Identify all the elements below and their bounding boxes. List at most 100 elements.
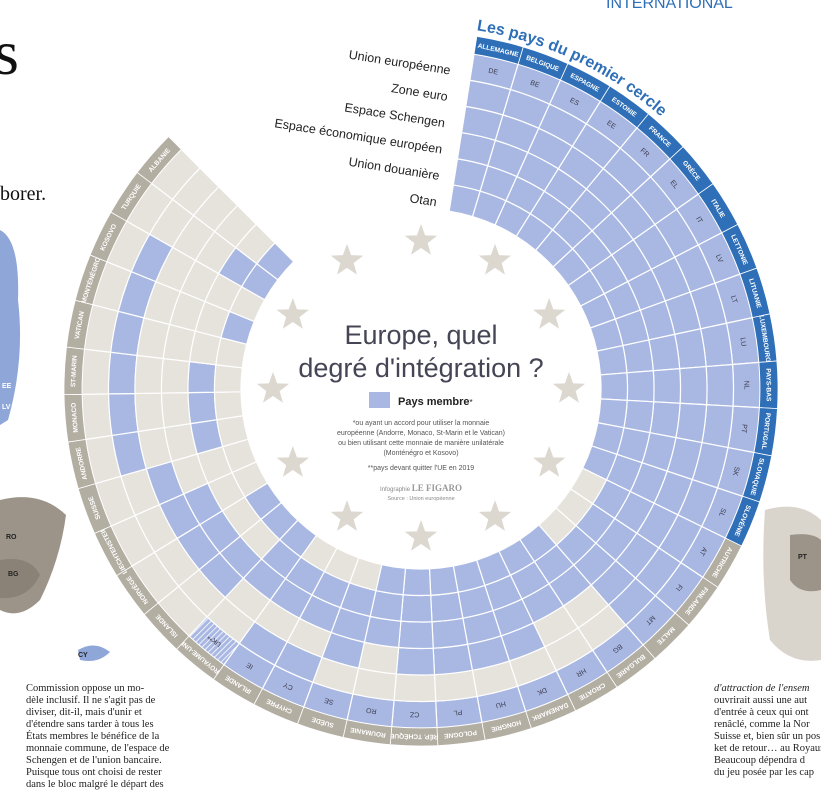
membership-cell [599,372,629,401]
membership-cell [432,643,474,676]
text-line: Commission oppose un mo- [26,683,145,694]
text-fragment: borer. [0,183,47,205]
country-label: ST-MARIN [70,355,79,387]
membership-cell [393,673,437,703]
text-line: d'attraction de l'ensem [714,683,810,694]
empty-sector [168,31,477,262]
country-code: AT [697,546,708,557]
country-code: EE [605,120,617,131]
star-icon [533,298,566,329]
membership-cell [626,370,655,403]
country-label: RÉP. TCHÈQUE [389,732,438,742]
country-code: ES [568,97,580,108]
star-icon [404,224,438,255]
text-line: monnaie commune, de l'espace de [26,743,170,754]
membership-cell [623,399,655,434]
chart-title: Europe, quel [344,320,497,350]
membership-cell [107,392,139,437]
country-code: SL [717,507,727,518]
membership-cell [622,339,654,374]
eu-stars [241,209,601,569]
star-icon [256,372,290,403]
membership-cell [213,391,244,421]
country-code: BE [529,80,541,90]
chart-title: degré d'intégration ? [298,353,543,383]
star-icon [533,446,566,477]
country-code: SE [323,696,334,705]
text-line: Suisse et, bien sûr un pos [714,731,821,742]
membership-cell [428,565,459,596]
membership-cell [705,363,735,407]
star-icon [330,243,364,275]
membership-cell [679,365,708,406]
text-line: du jeu posée par les cap [714,767,815,778]
country-band-segment [136,135,182,184]
membership-cell [395,646,436,676]
country-label: PORTUGAL [760,412,771,450]
text-line: ouvrirait aussi une aut [714,695,808,706]
country-label: PAYS-BAS [764,368,771,402]
text-line: diviser, dit-il, mais d'unir et [26,707,142,718]
headline-fragment: s [0,17,19,88]
membership-cell [81,393,113,441]
country-label: MONACO [70,402,79,433]
text-line: d'étendre sans tarder à tous les [26,719,154,730]
text-line: renâclé, comme la Nor [714,719,810,730]
footnote: ou bien utilisant cette monnaie de maniè… [338,440,504,447]
country-label: POLOGNE [443,728,477,739]
country-code: HU [495,699,507,708]
membership-cell [213,364,243,393]
membership-cell [402,567,432,597]
text-line: Puisque tous ont choisi de rester [26,767,162,778]
membership-cell [652,367,682,404]
ring-label: Otan [409,191,438,209]
country-code: NL [742,381,749,390]
country-code: LU [738,337,746,347]
center-disc [241,209,601,569]
map-label: PT [798,554,808,561]
membership-cell [160,392,192,429]
membership-cell [107,351,138,395]
map-label: BG [8,571,19,578]
map-label: EE [2,383,12,390]
map-label: CY [78,652,88,659]
text-line: Beaucoup dépendra d [714,755,805,766]
footnote: **pays devant quitter l'UE en 2019 [368,465,475,472]
text-line: Schengen et de l'union bancaire. [26,755,162,766]
membership-cell [134,392,166,433]
page-labels: INTERNATIONAL EE LV RO BG CY PT [2,0,808,659]
text-line: dèle inclusif. Il ne s'agit pas de [26,695,156,706]
membership-cell [648,333,681,372]
membership-cell [433,669,478,702]
membership-cell [134,354,164,395]
star-icon [276,446,309,477]
map-label: LV [2,404,11,411]
source-line: Source : Union européenne [387,496,454,502]
country-code: PT [739,424,747,434]
country-code: HR [575,666,587,677]
country-code: LV [714,254,724,264]
country-code: IE [245,661,255,671]
text-line: d'entrée à ceux qui ont [714,707,809,718]
country-code: FR [639,147,651,159]
membership-cell [81,348,112,395]
country-code: CY [282,680,294,690]
text-line: dans le bloc malgré le départ des [26,779,164,790]
star-icon [478,243,512,275]
article-left-column: Commission oppose un mo- dèle inclusif. … [26,683,178,791]
map-label: RO [6,534,17,541]
country-code: DK [536,686,548,696]
country-code: EL [668,179,679,190]
country-code: LT [729,295,738,305]
membership-cell [187,391,218,425]
country-code: DE [488,68,499,77]
membership-cell [400,594,433,623]
footnote: européenne (Andorre, Monaco, St-Marin et… [337,430,505,437]
country-code: FI [674,583,683,592]
country-code: RO [365,706,377,715]
country-code: PL [453,708,462,716]
star-icon [478,500,512,531]
membership-cell [160,357,191,394]
star-icon [404,520,438,551]
